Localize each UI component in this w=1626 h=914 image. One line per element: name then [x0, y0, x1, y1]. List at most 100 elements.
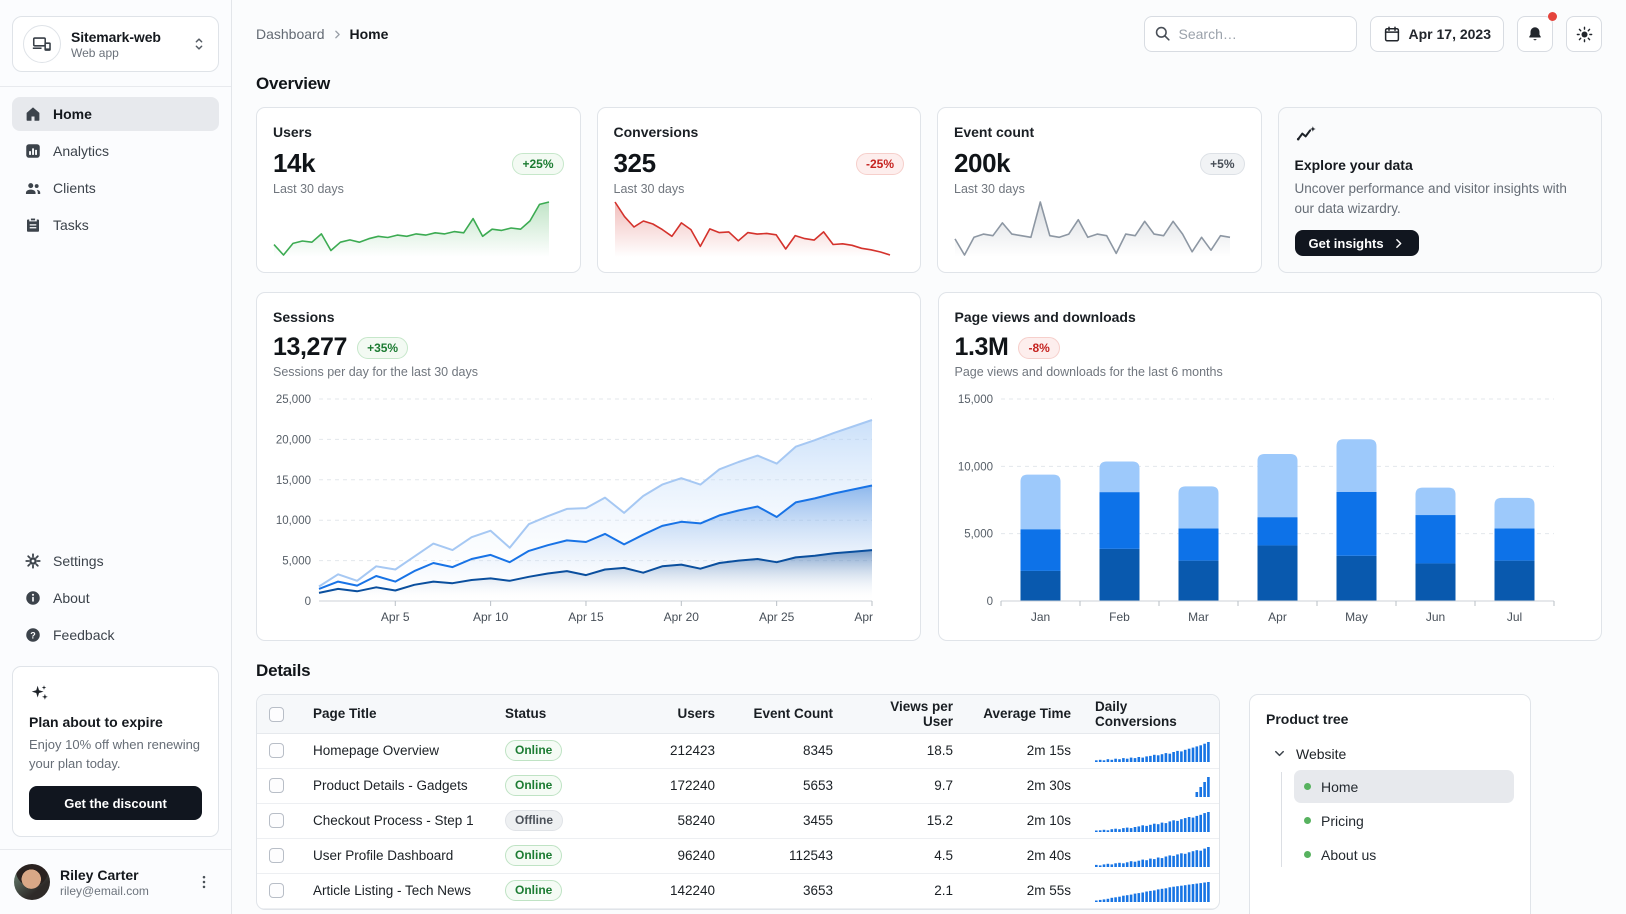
column-header-users[interactable]: Users [613, 695, 727, 734]
search-input[interactable] [1143, 16, 1357, 52]
sidebar-item-settings[interactable]: Settings [12, 544, 219, 578]
sessions-caption: Sessions per day for the last 30 days [273, 365, 478, 379]
notification-badge [1548, 12, 1557, 21]
workspace-selector[interactable]: Sitemark-web Web app [12, 16, 219, 72]
breadcrumb-dashboard[interactable]: Dashboard [256, 26, 325, 42]
svg-text:5,000: 5,000 [964, 529, 993, 541]
status-cell: Offline [493, 803, 613, 839]
users-cell: 58240 [613, 803, 727, 839]
svg-text:Jun: Jun [1425, 610, 1444, 624]
info-icon [24, 589, 42, 607]
svg-text:15,000: 15,000 [276, 475, 311, 487]
plan-expire-body: Enjoy 10% off when renewing your plan to… [29, 737, 201, 772]
theme-toggle-button[interactable] [1566, 16, 1602, 52]
events-sparkline [954, 201, 1231, 257]
average-time-cell: 2m 40s [965, 838, 1083, 874]
stat-card-value-row: 14k +25% [273, 148, 564, 179]
sidebar-item-about[interactable]: About [12, 581, 219, 615]
user-options-button[interactable] [191, 869, 217, 895]
row-checkbox[interactable] [269, 883, 284, 899]
column-header-average-time[interactable]: Average Time [965, 695, 1083, 734]
tree-item-about-us[interactable]: About us [1294, 838, 1514, 871]
sidebar-item-label: Clients [53, 180, 96, 196]
stat-card-value: 200k [954, 148, 1011, 178]
event-count-cell: 5653 [727, 768, 845, 804]
svg-text:Apr 10: Apr 10 [473, 610, 509, 624]
status-cell: Online [493, 733, 613, 769]
average-time-cell: 2m 15s [965, 733, 1083, 769]
daily-conversions-sparkline [1095, 741, 1210, 762]
daily-conversions-cell [1083, 768, 1219, 804]
select-all-header [257, 695, 301, 734]
get-insights-button[interactable]: Get insights [1294, 230, 1419, 256]
date-picker-button[interactable]: Apr 17, 2023 [1369, 16, 1504, 52]
topbar: Dashboard Home Apr 17, 2023 [256, 12, 1602, 54]
svg-text:0: 0 [305, 596, 311, 608]
dots-vertical-icon [202, 875, 206, 889]
select-all-checkbox[interactable] [269, 706, 284, 722]
sidebar-item-label: Analytics [53, 143, 110, 159]
sidebar-item-clients[interactable]: Clients [12, 171, 219, 205]
row-checkbox[interactable] [269, 778, 284, 794]
user-email: riley@email.com [60, 883, 149, 898]
notifications-button[interactable] [1517, 16, 1553, 52]
trend-badge: +5% [1200, 152, 1245, 175]
svg-text:25,000: 25,000 [276, 394, 311, 406]
tasks-icon [24, 216, 42, 234]
status-badge: Online [505, 740, 563, 761]
svg-text:Mar: Mar [1188, 610, 1209, 624]
stat-card-title: Event count [954, 124, 1035, 140]
table-row: Homepage Overview Online 212423 8345 18.5 2m … [257, 733, 1219, 769]
insights-icon [1295, 124, 1586, 149]
analytics-icon [24, 142, 42, 160]
avatar [14, 864, 50, 900]
tree-item-website[interactable]: Website [1266, 737, 1514, 770]
column-header-status[interactable]: Status [493, 695, 613, 734]
clients-icon [24, 179, 42, 197]
users-sparkline [273, 201, 550, 257]
stat-card-title: Conversions [613, 124, 699, 140]
tree-item-pricing[interactable]: Pricing [1294, 804, 1514, 837]
tree-item-home[interactable]: Home [1294, 770, 1514, 803]
status-badge: Online [505, 880, 563, 901]
sessions-trend-badge: +35% [357, 336, 409, 359]
stat-card-event-count: Event count 200k +5% Last 30 days [937, 107, 1262, 273]
pageviews-card: Page views and downloads 1.3M -8% Page v… [937, 292, 1602, 641]
charts-row: Sessions 13,277 +35% Sessions per day fo… [256, 292, 1602, 641]
status-cell: Online [493, 838, 613, 874]
sidebar-item-home[interactable]: Home [12, 97, 219, 131]
column-header-daily-conversions[interactable]: Daily Conversions [1083, 695, 1219, 734]
devices-icon [23, 25, 61, 63]
users-cell: 172240 [613, 768, 727, 804]
svg-text:?: ? [30, 631, 36, 641]
product-tree: Website Home Pricing About us [1266, 737, 1514, 871]
daily-conversions-cell [1083, 733, 1219, 769]
stat-sparkline [613, 196, 905, 261]
home-icon [24, 105, 42, 123]
status-cell: Online [493, 873, 613, 909]
settings-icon [24, 552, 42, 570]
pageviews-value: 1.3M [954, 333, 1009, 361]
views-per-user-cell: 4.5 [845, 838, 965, 874]
get-discount-button[interactable]: Get the discount [29, 786, 202, 820]
stat-card-value-row: 200k +5% [954, 148, 1245, 179]
checkbox-cell [257, 733, 301, 769]
row-checkbox[interactable] [269, 743, 284, 759]
tree-item-label: Website [1296, 745, 1347, 762]
workspace-type: Web app [71, 45, 119, 60]
column-header-views-per-user[interactable]: Views per User [845, 695, 965, 734]
sidebar-item-tasks[interactable]: Tasks [12, 208, 219, 242]
sidebar-item-analytics[interactable]: Analytics [12, 134, 219, 168]
column-header-event-count[interactable]: Event Count [727, 695, 845, 734]
row-checkbox[interactable] [269, 848, 284, 864]
svg-text:Apr 20: Apr 20 [664, 610, 700, 624]
svg-text:Apr 25: Apr 25 [759, 610, 795, 624]
status-badge: Offline [505, 810, 563, 831]
sidebar-item-feedback[interactable]: ? Feedback [12, 618, 219, 652]
column-header-page-title[interactable]: Page Title [301, 695, 493, 734]
sidebar-menu: Home Analytics Clients Tasks [12, 97, 219, 242]
event-count-cell: 3653 [727, 873, 845, 909]
status-cell: Online [493, 768, 613, 804]
row-checkbox[interactable] [269, 813, 284, 829]
